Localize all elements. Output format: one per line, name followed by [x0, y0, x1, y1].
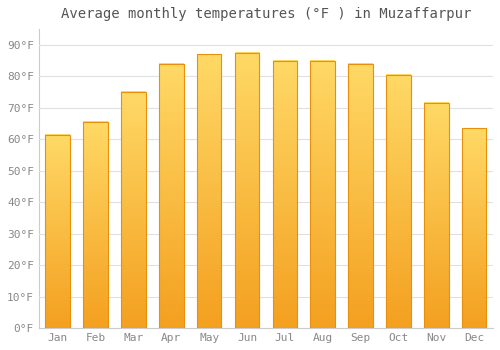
Bar	[46, 134, 70, 328]
Bar	[272, 61, 297, 328]
Bar	[310, 61, 335, 328]
Bar	[159, 64, 184, 328]
Bar	[84, 122, 108, 328]
Bar	[462, 128, 486, 328]
Bar	[121, 92, 146, 328]
Bar	[386, 75, 410, 328]
Bar	[424, 103, 448, 328]
Bar	[197, 54, 222, 328]
Title: Average monthly temperatures (°F ) in Muzaffarpur: Average monthly temperatures (°F ) in Mu…	[60, 7, 471, 21]
Bar	[348, 64, 373, 328]
Bar	[234, 52, 260, 328]
